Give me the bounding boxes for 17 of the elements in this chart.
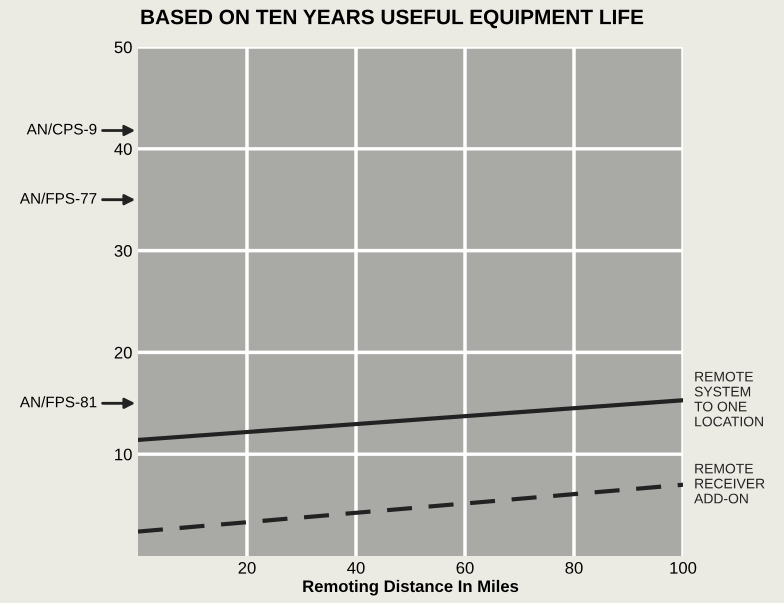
x-axis-title: Remoting Distance In Miles [303, 580, 518, 596]
x-tick-label: 80 [565, 562, 583, 574]
y-tick-label: 30 [114, 245, 132, 257]
y-tick-label: 10 [115, 448, 132, 460]
y-tick-label: 20 [114, 346, 132, 359]
y-tick-label: 50 [114, 41, 132, 54]
x-tick-label: 20 [238, 562, 256, 574]
chart-title: BASED ON TEN YEARS USEFUL EQUIPMENT LIFE [141, 10, 644, 28]
y-tick-label: 40 [114, 143, 132, 156]
x-tick-label: 40 [347, 562, 365, 574]
series-label: REMOTE SYSTEM TO ONE LOCATION [694, 372, 763, 426]
series-label: REMOTE RECEIVER ADD-ON [694, 464, 764, 504]
text: AN/FPS-81 [20, 396, 96, 408]
x-tick-label: 60 [456, 562, 474, 574]
text: AN/FPS-77 [20, 192, 96, 204]
x-tick-label: 100 [670, 562, 696, 574]
text: AN/CPS-9 [26, 123, 96, 135]
